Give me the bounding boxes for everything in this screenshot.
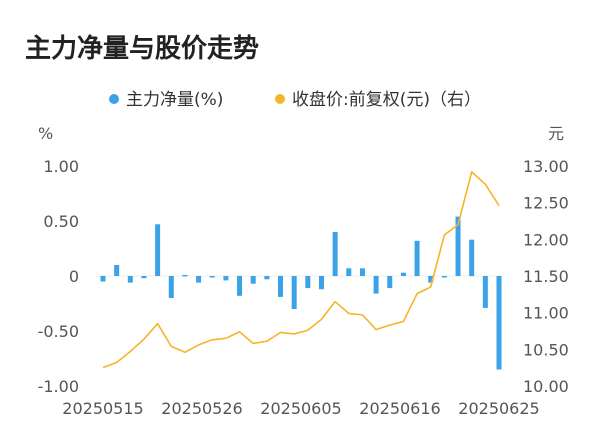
bar <box>482 276 488 308</box>
bar <box>100 276 106 282</box>
bar <box>196 276 202 283</box>
x-axis: 20250515 20250526 20250605 20250616 20250625 <box>62 399 539 418</box>
bar <box>414 240 420 276</box>
right-tick-label: 11.00 <box>523 304 569 323</box>
price-line <box>102 171 500 369</box>
bar <box>127 276 133 283</box>
bar <box>182 274 188 277</box>
bar <box>305 276 311 289</box>
bar <box>428 276 434 283</box>
x-tick-label: 20250605 <box>260 399 341 418</box>
x-tick-label: 20250526 <box>161 399 242 418</box>
bar <box>455 216 461 276</box>
left-tick-label: -1.00 <box>38 377 79 396</box>
right-tick-label: 12.50 <box>523 194 569 213</box>
bar <box>496 276 502 370</box>
bar <box>318 276 324 290</box>
right-tick-label: 10.00 <box>523 377 569 396</box>
bar <box>291 276 297 309</box>
bar <box>155 224 161 276</box>
right-tick-label: 13.00 <box>523 157 569 176</box>
chart-title: 主力净量与股价走势 <box>25 34 259 64</box>
right-tick-label: 10.50 <box>523 340 569 359</box>
left-tick-label: -0.50 <box>38 322 79 341</box>
x-tick-label: 20250625 <box>458 399 539 418</box>
legend: 主力净量(%) 收盘价:前复权(元)（右） <box>109 90 481 110</box>
bar <box>469 239 475 276</box>
left-tick-label: 1.00 <box>43 157 79 176</box>
bar <box>250 276 256 284</box>
right-axis-unit: 元 <box>548 124 564 143</box>
bar <box>114 265 120 276</box>
x-tick-label: 20250616 <box>359 399 440 418</box>
line-series <box>102 171 500 369</box>
right-axis: 13.00 12.50 12.00 11.50 11.00 10.50 10.00 <box>523 157 569 396</box>
x-tick-label: 20250515 <box>62 399 143 418</box>
bar <box>237 276 243 296</box>
bar <box>441 276 447 278</box>
right-tick-label: 11.50 <box>523 267 569 286</box>
legend-label-line: 收盘价:前复权(元)（右） <box>292 90 481 110</box>
bar <box>373 276 379 294</box>
bar <box>346 268 352 276</box>
bar <box>359 268 365 276</box>
bar-series <box>100 216 502 370</box>
bar <box>223 276 229 281</box>
bar <box>387 276 393 289</box>
legend-label-bar: 主力净量(%) <box>126 90 223 110</box>
legend-marker-bar <box>109 94 119 104</box>
bar <box>209 276 215 278</box>
left-tick-label: 0 <box>69 267 79 286</box>
left-axis: 1.00 0.50 0 -0.50 -1.00 <box>38 157 79 396</box>
legend-marker-line <box>275 94 285 104</box>
bar <box>332 232 338 276</box>
left-tick-label: 0.50 <box>43 212 79 231</box>
bar <box>141 276 147 279</box>
left-axis-unit: % <box>38 124 53 143</box>
right-tick-label: 12.00 <box>523 230 569 249</box>
bar <box>168 276 174 298</box>
bar <box>264 276 270 280</box>
bar <box>278 276 284 297</box>
bar <box>400 272 406 276</box>
